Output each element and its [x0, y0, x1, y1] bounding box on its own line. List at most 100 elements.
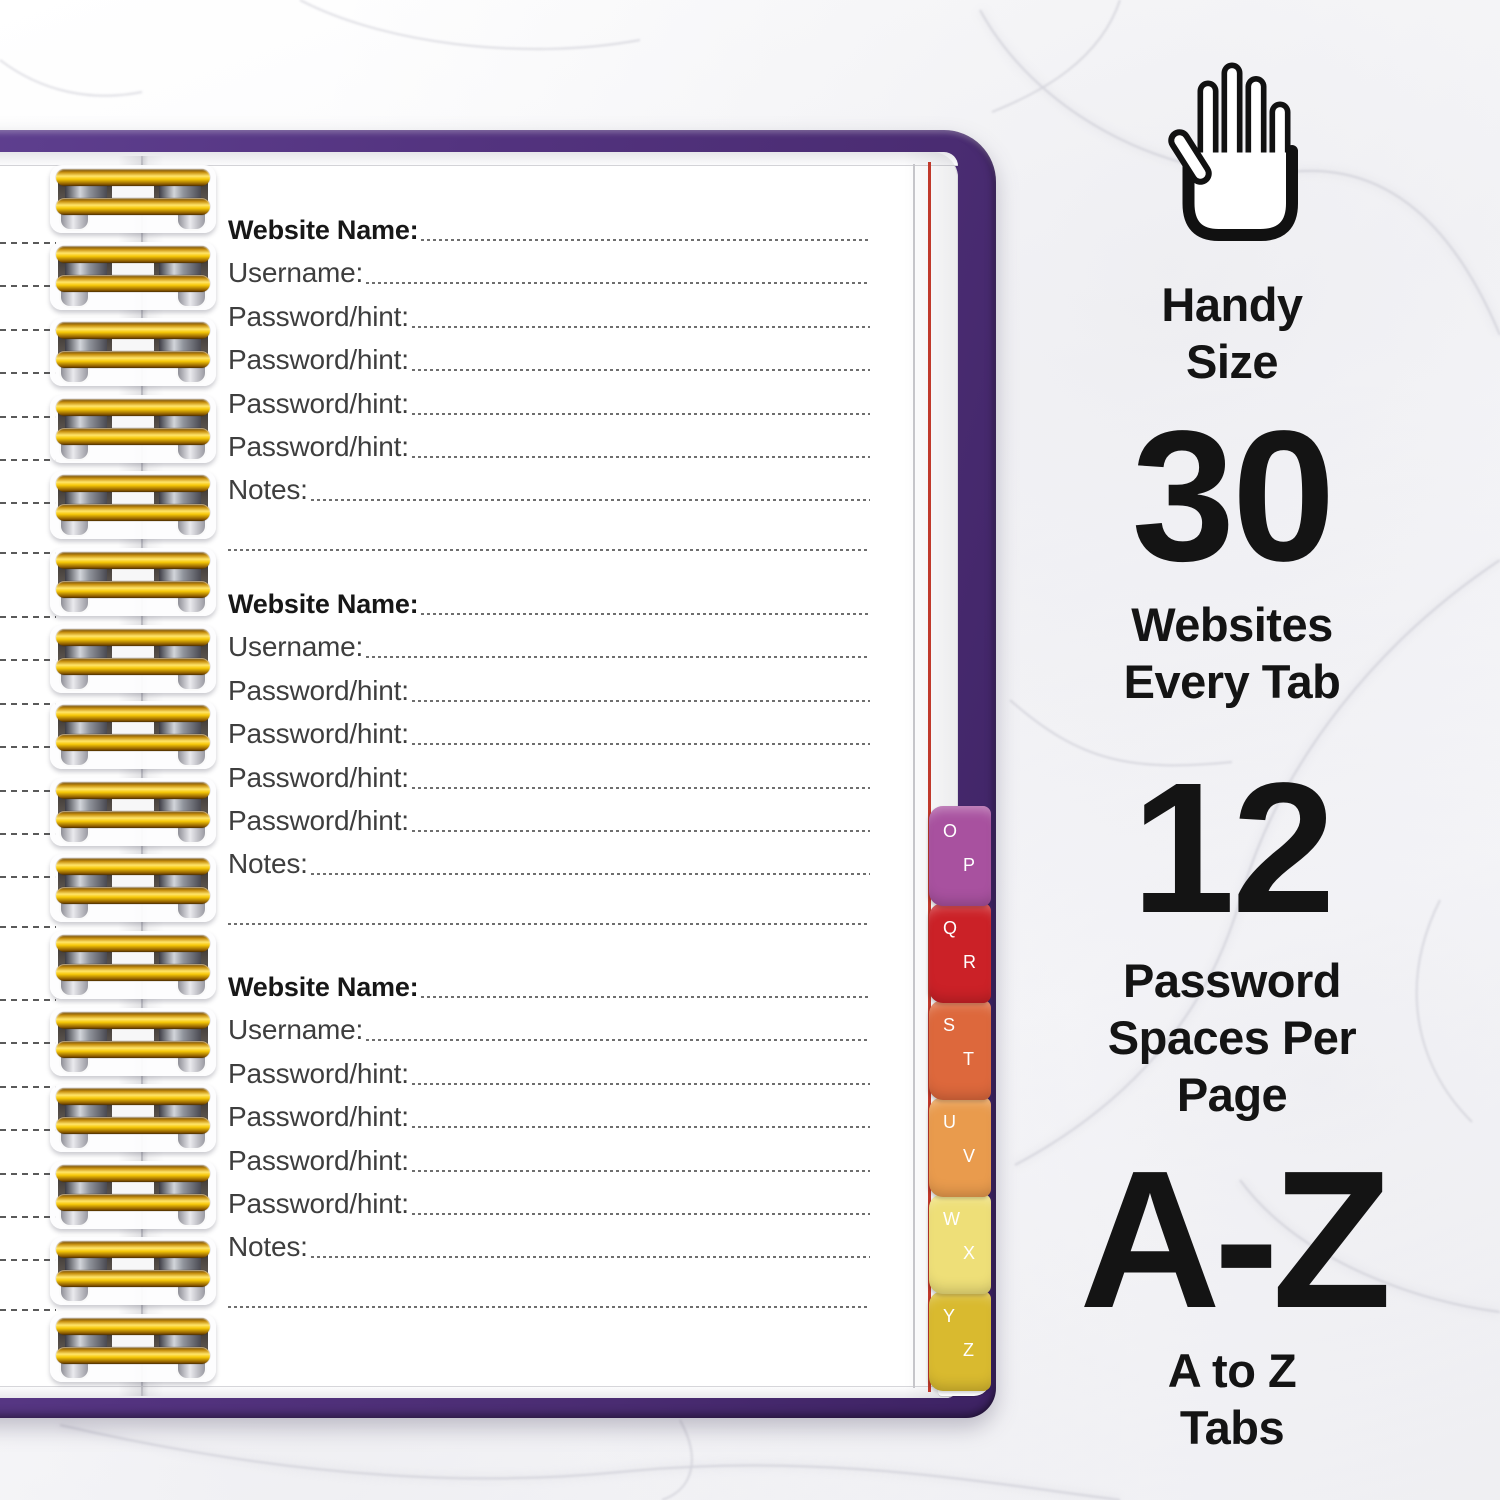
- left-page-line: [0, 746, 56, 749]
- form-line: Username:: [228, 1012, 870, 1048]
- ring-foot: [178, 212, 205, 229]
- left-page-line: [0, 285, 56, 288]
- page-edge-line: [913, 164, 915, 1388]
- form-line-label: Password/hint:: [228, 805, 409, 836]
- ring-foot: [178, 901, 205, 919]
- ring-foot: [61, 1207, 88, 1225]
- ring-gold-wire: [56, 1347, 210, 1364]
- form-line-label: Password/hint:: [228, 1101, 409, 1133]
- binding-ring: [50, 1007, 216, 1076]
- form-line: Website Name:: [228, 586, 870, 622]
- ring-gold-wire: [56, 887, 210, 905]
- form-line-label: Website Name:: [228, 972, 419, 1002]
- feature-text-line: Page: [1176, 1068, 1288, 1121]
- dotted-write-line: [411, 369, 870, 372]
- ring-foot: [178, 441, 205, 459]
- form-line: Username:: [228, 255, 870, 291]
- left-page-line: [0, 833, 56, 835]
- page-stack-top-edge: [0, 152, 958, 166]
- ring-foot: [61, 212, 88, 229]
- form-line: Notes:: [228, 1229, 870, 1265]
- form-line-label: Password/hint:: [228, 431, 409, 462]
- form-line-label: Password/hint:: [228, 761, 409, 793]
- left-page-line: [0, 926, 56, 929]
- ruled-line: [228, 522, 870, 558]
- tab-sheet-edge-line: [928, 162, 931, 1392]
- page-stack-bottom-edge: [0, 1386, 958, 1398]
- dotted-write-line: [411, 456, 870, 458]
- form-line-label: Password/hint:: [228, 1144, 409, 1176]
- tab-letter: T: [963, 1049, 974, 1069]
- left-page-line: [0, 659, 56, 662]
- ring-foot: [178, 595, 205, 612]
- form-line: Notes:: [228, 472, 870, 508]
- left-page-line: [0, 502, 56, 505]
- ring-gold-wire: [56, 322, 210, 340]
- tab-letter: O: [943, 821, 958, 841]
- dotted-write-line: [411, 786, 870, 789]
- left-page-line: [0, 1309, 56, 1312]
- page-fold-line: [141, 156, 143, 1396]
- tab-letter: R: [963, 952, 976, 972]
- ring-foot: [178, 1131, 205, 1149]
- form-line: Password/hint:: [228, 1143, 870, 1179]
- tab-letter: Y: [943, 1306, 956, 1326]
- tab-letter: Z: [963, 1340, 974, 1360]
- tab-letter: S: [943, 1015, 956, 1035]
- binding-ring: [50, 165, 216, 233]
- dotted-write-line: [310, 499, 870, 502]
- feature-text-line: Password: [1122, 954, 1342, 1007]
- feature-text-line: Handy: [1161, 278, 1303, 331]
- binding-ring: [50, 1314, 216, 1382]
- dotted-write-line: [421, 613, 870, 615]
- form-line-label: Password/hint:: [228, 1188, 409, 1219]
- dotted-write-line: [310, 1256, 870, 1259]
- left-page-line: [0, 415, 56, 418]
- left-page-line: [0, 552, 56, 555]
- binding-ring: [50, 777, 216, 846]
- ring-foot: [178, 748, 205, 766]
- form-line-label: Notes:: [228, 848, 308, 880]
- dotted-write-line: [228, 1306, 870, 1309]
- binding-ring: [50, 854, 216, 923]
- dotted-write-line: [421, 239, 870, 241]
- ring-foot: [178, 1207, 205, 1225]
- ring-gold-wire: [56, 427, 210, 445]
- left-page-line: [0, 1042, 56, 1045]
- binding-ring: [50, 471, 216, 540]
- form-line-label: Password/hint:: [228, 387, 409, 419]
- ring-foot: [61, 824, 88, 842]
- ring-foot: [61, 441, 88, 459]
- left-page-line: [0, 328, 56, 331]
- ring-foot: [178, 1361, 205, 1378]
- ring-gold-wire: [56, 504, 210, 522]
- ring-gold-wire: [56, 581, 210, 598]
- form-line: Password/hint:: [228, 1099, 870, 1135]
- left-page-line: [0, 459, 56, 461]
- ring-foot: [61, 978, 88, 995]
- ring-foot: [61, 1054, 88, 1072]
- ring-foot: [178, 1284, 205, 1302]
- form-line-label: Password/hint:: [228, 344, 409, 376]
- form-line: Password/hint:: [228, 386, 870, 422]
- dotted-write-line: [228, 549, 870, 552]
- feature-password-spaces: Password Spaces Per Page: [1032, 952, 1432, 1123]
- form-line: Website Name:: [228, 969, 870, 1005]
- form-line: Password/hint:: [228, 429, 870, 465]
- form-line-label: Password/hint:: [228, 1057, 409, 1089]
- ring-gold-wire: [56, 398, 210, 416]
- form-line: Password/hint:: [228, 299, 870, 335]
- ring-gold-wire: [56, 1088, 210, 1106]
- ring-foot: [61, 595, 88, 612]
- ring-gold-wire: [56, 657, 210, 675]
- feature-a-to-z-tabs: A to Z Tabs: [1032, 1342, 1432, 1456]
- dotted-write-line: [411, 1213, 870, 1215]
- left-page-line: [0, 999, 56, 1001]
- feature-handy-size: Handy Size: [1032, 276, 1432, 390]
